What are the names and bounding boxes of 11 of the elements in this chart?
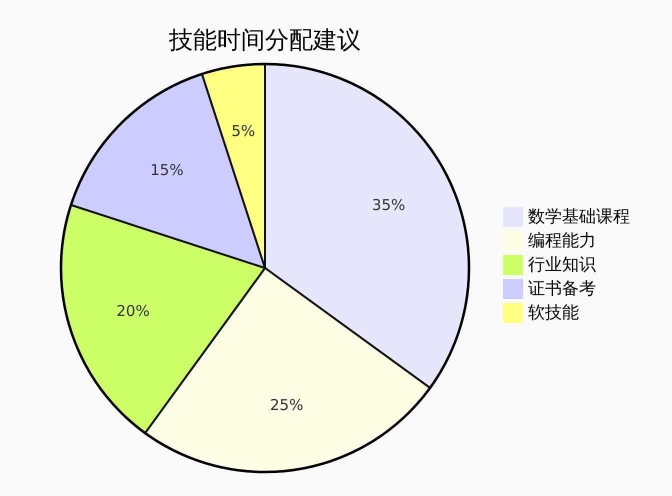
legend-label: 证书备考 (528, 279, 596, 299)
legend-label: 编程能力 (528, 231, 596, 251)
legend-label: 软技能 (528, 303, 579, 323)
legend-label: 数学基础课程 (528, 207, 630, 227)
data-label: 5% (231, 122, 256, 140)
chart-title: 技能时间分配建议 (168, 26, 361, 54)
data-label: 20% (116, 302, 150, 320)
data-label: 35% (372, 196, 406, 214)
data-label: 15% (150, 160, 184, 179)
data-label: 25% (270, 396, 304, 414)
legend-label: 行业知识 (528, 255, 596, 275)
